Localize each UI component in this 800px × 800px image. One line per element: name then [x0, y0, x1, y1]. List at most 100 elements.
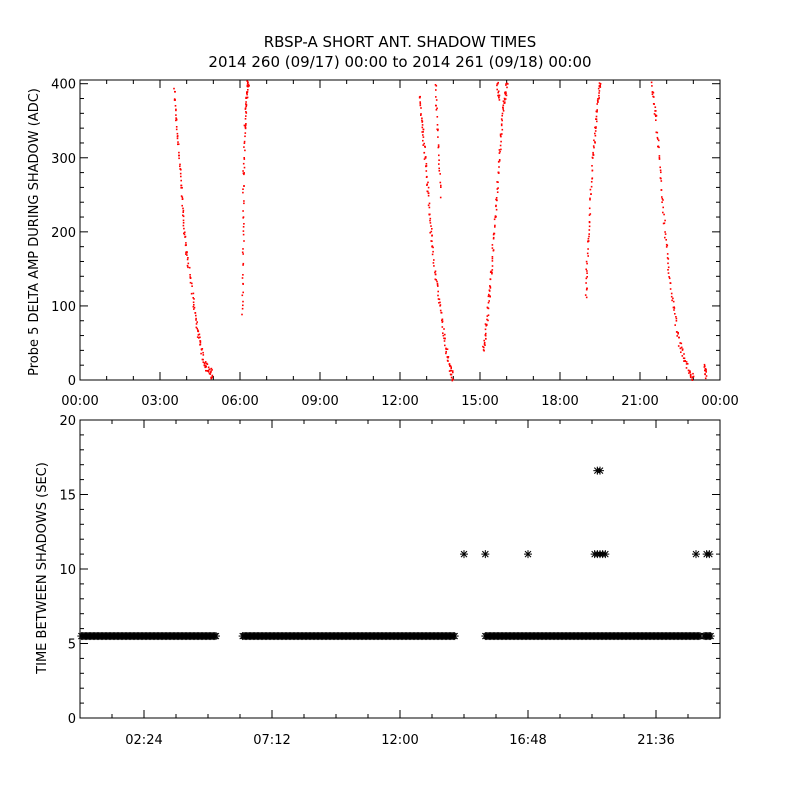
shadow-point [491, 260, 494, 262]
shadow-point [210, 367, 213, 370]
shadow-point [176, 135, 179, 138]
shadow-point [426, 183, 428, 186]
shadow-point [443, 337, 445, 340]
shadow-point [678, 336, 680, 339]
shadow-point [189, 277, 192, 279]
shadow-point [691, 379, 694, 381]
shadow-point [586, 272, 588, 274]
shadow-point [586, 252, 589, 255]
shadow-point [434, 273, 437, 276]
shadow-point [420, 113, 422, 115]
shadow-point [242, 291, 244, 294]
shadow-point [489, 271, 492, 273]
shadow-point [599, 86, 602, 88]
shadow-point [489, 287, 492, 289]
shadow-point [501, 119, 503, 122]
shadow-point [673, 306, 675, 308]
shadow-point [242, 217, 244, 219]
shadow-point [174, 105, 177, 107]
shadow-point [588, 221, 591, 223]
shadow-point [654, 114, 657, 116]
shadow-point [669, 282, 672, 284]
shadow-point [588, 225, 591, 228]
shadow-point [446, 359, 449, 362]
bottom-y-axis: 0 5 10 15 20 [59, 414, 720, 727]
shadow-point [186, 264, 189, 267]
shadow-point [198, 333, 201, 336]
shadow-point [244, 108, 247, 110]
shadow-point [241, 277, 244, 279]
shadow-point [202, 361, 205, 363]
shadow-point [658, 156, 661, 159]
shadow-point [669, 288, 672, 290]
shadow-point [246, 84, 249, 87]
shadow-point [175, 108, 177, 111]
shadow-point [424, 157, 427, 159]
shadow-point [498, 161, 500, 163]
shadow-point [182, 222, 185, 224]
shadow-point [189, 281, 192, 284]
shadow-point [652, 95, 654, 98]
shadow-point [691, 378, 693, 380]
shadow-point [438, 170, 441, 172]
shadow-point [175, 117, 177, 119]
shadow-point [661, 197, 664, 200]
shadow-point [591, 177, 594, 179]
shadow-point [491, 269, 494, 271]
shadow-point [662, 206, 664, 209]
shadow-point [587, 240, 589, 243]
shadow-point [598, 94, 600, 97]
shadow-point [436, 284, 439, 286]
shadow-point [207, 366, 210, 369]
shadow-point [242, 262, 245, 265]
shadow-point [186, 254, 188, 256]
shadow-point [443, 328, 445, 330]
shadow-point [683, 360, 685, 362]
shadow-point [244, 118, 247, 120]
shadow-point [438, 167, 440, 170]
shadow-point [495, 197, 498, 199]
shadow-point [659, 177, 662, 179]
shadow-point [436, 124, 439, 126]
bottom-x-tick-label: 07:12 [253, 733, 290, 748]
shadow-point [246, 92, 248, 94]
shadow-point [242, 230, 245, 232]
shadow-point [666, 244, 669, 247]
shadow-point [427, 181, 429, 184]
shadow-point [432, 262, 435, 264]
shadow-point [486, 315, 489, 317]
interval-point [705, 550, 714, 559]
shadow-point [425, 176, 428, 178]
shadow-point [446, 348, 449, 350]
shadow-point [421, 131, 423, 133]
shadow-point [658, 155, 661, 157]
shadow-point [210, 377, 213, 380]
shadow-point [504, 101, 506, 103]
shadow-point [493, 218, 496, 221]
shadow-point [199, 341, 202, 344]
shadow-point [689, 375, 692, 377]
shadow-point [689, 376, 692, 379]
shadow-point [670, 292, 673, 295]
shadow-point [421, 126, 424, 129]
shadow-point [438, 302, 440, 304]
shadow-point [244, 107, 247, 109]
shadow-point [497, 91, 499, 94]
shadow-point [242, 304, 244, 307]
shadow-point [202, 354, 205, 356]
shadow-point [689, 371, 691, 374]
shadow-point [666, 257, 669, 259]
bottom-y-axis-label: TIME BETWEEN SHADOWS (SEC) [35, 462, 50, 675]
shadow-point [175, 109, 177, 112]
shadow-point [427, 194, 430, 197]
bottom-x-tick-label: 21:36 [637, 733, 674, 748]
shadow-point [243, 140, 246, 143]
shadow-point [185, 253, 187, 255]
shadow-point [210, 370, 212, 372]
shadow-point [243, 142, 246, 144]
shadow-point [244, 127, 247, 130]
shadow-point [482, 345, 484, 348]
shadow-point [197, 330, 200, 333]
shadow-point [440, 184, 442, 187]
